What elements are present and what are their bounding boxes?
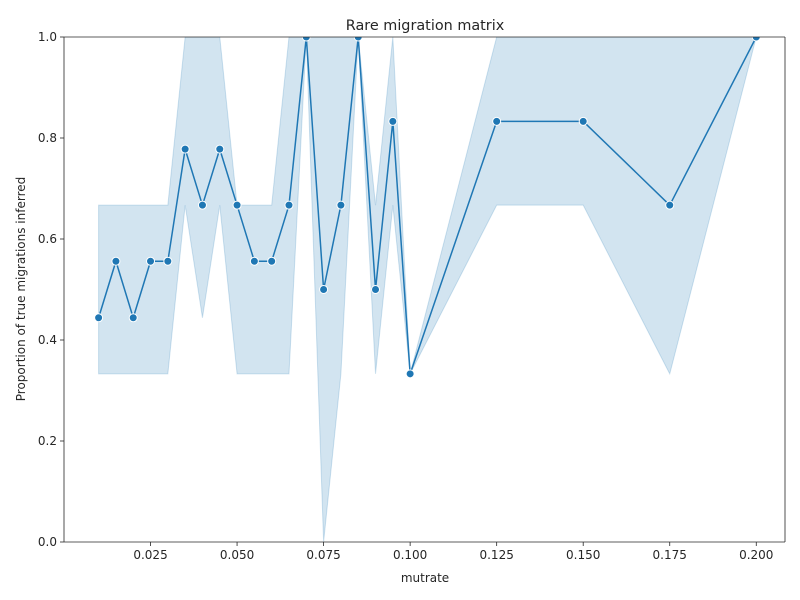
data-point	[665, 200, 675, 210]
y-tick-label: 0.2	[38, 434, 57, 448]
data-point	[578, 116, 588, 126]
x-tick-label: 0.025	[133, 548, 167, 562]
series-marker-layer	[94, 37, 761, 379]
data-point	[197, 200, 207, 210]
data-point	[146, 256, 156, 266]
data-point	[751, 37, 761, 42]
data-point	[492, 116, 502, 126]
x-tick-label: 0.075	[306, 548, 340, 562]
x-tick-label: 0.150	[566, 548, 600, 562]
x-axis-ticks: 0.025 0.050 0.075 0.100 0.125 0.150 0.175 0.200	[133, 542, 773, 562]
x-tick-label: 0.200	[739, 548, 773, 562]
data-point	[232, 200, 242, 210]
x-tick-label: 0.050	[220, 548, 254, 562]
data-point	[353, 37, 363, 42]
data-point	[180, 144, 190, 154]
x-tick-label: 0.100	[393, 548, 427, 562]
y-tick-label: 0.6	[38, 232, 57, 246]
data-point	[111, 256, 121, 266]
data-point	[128, 313, 138, 323]
confidence-band-layer	[98, 37, 757, 542]
y-axis-ticks: 0.0 0.2 0.4 0.6 0.8 1.0	[38, 30, 64, 549]
axes-frame	[63, 36, 786, 543]
y-tick-label: 0.0	[38, 535, 57, 549]
data-point	[284, 200, 294, 210]
x-tick-label: 0.175	[653, 548, 687, 562]
data-point	[249, 256, 259, 266]
data-point	[163, 256, 173, 266]
chart-title: Rare migration matrix	[346, 18, 505, 34]
y-tick-label: 1.0	[38, 30, 57, 44]
y-tick-label: 0.8	[38, 131, 57, 145]
plot-area	[94, 37, 761, 542]
data-point	[301, 37, 311, 42]
x-axis-label: mutrate	[401, 571, 449, 585]
data-point	[405, 369, 415, 379]
data-point	[336, 200, 346, 210]
confidence-band	[98, 37, 757, 542]
data-point	[94, 313, 104, 323]
data-point	[267, 256, 277, 266]
data-point	[388, 116, 398, 126]
data-point	[319, 285, 329, 294]
x-tick-label: 0.125	[479, 548, 513, 562]
y-tick-label: 0.4	[38, 333, 57, 347]
y-axis-label: Proportion of true migrations inferred	[14, 177, 28, 401]
data-point	[215, 144, 225, 154]
data-point	[371, 285, 381, 294]
